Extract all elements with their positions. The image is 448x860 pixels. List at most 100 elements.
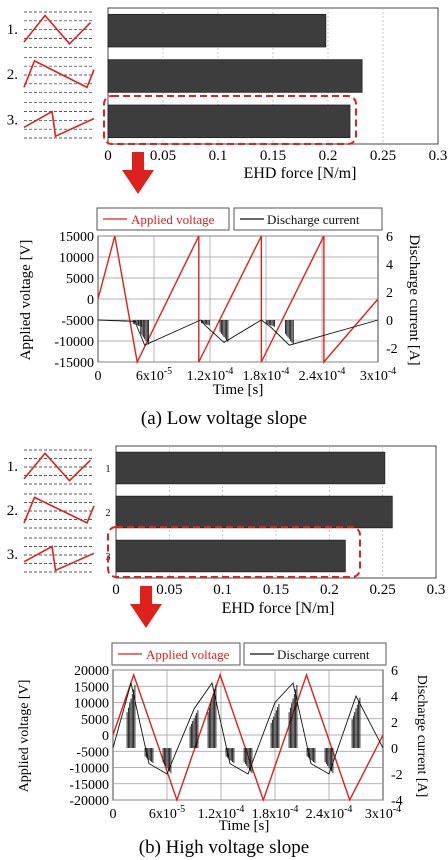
bars-a xyxy=(107,13,363,139)
time-xtick-exponent: -4 xyxy=(290,804,298,815)
bar-xtick-label: 0.25 xyxy=(370,148,396,164)
time-ticks-b: 20000150001000050000-5000-10000-15000-20… xyxy=(69,664,402,822)
time-ytick-left: -20000 xyxy=(69,794,109,809)
bar-xtick-label: 0.2 xyxy=(319,148,338,164)
time-ytick-right: 6 xyxy=(386,230,393,245)
time-ytick-right: 0 xyxy=(386,314,393,329)
bar-xlabel-b: EHD force [N/m] xyxy=(222,600,335,617)
bar-xlabel-a: EHD force [N/m] xyxy=(244,165,357,182)
time-ytick-left: 5000 xyxy=(81,713,109,728)
time-ytick-right: 2 xyxy=(391,716,398,731)
bars-b xyxy=(115,451,393,573)
legend-current-b: Discharge current xyxy=(277,647,370,662)
bar-1 xyxy=(115,451,386,485)
time-xtick-exponent: -4 xyxy=(344,804,352,815)
legend-voltage-b: Applied voltage xyxy=(146,647,230,662)
bar-xtick-label: 0 xyxy=(112,582,120,598)
legend-voltage-box-b xyxy=(111,642,241,666)
current-series xyxy=(112,681,384,775)
panel-b-bar-chart: 1.2.3. 123 0 0.05 0.1 0.15 0.2 0.25 0.3 EHD fo… xyxy=(7,445,445,617)
bar-side-label-2: 2 xyxy=(106,508,111,519)
time-xtick-label: 0 xyxy=(110,807,117,822)
time-grid-a xyxy=(98,235,378,363)
down-arrow-a xyxy=(122,152,154,194)
panel-a-bar-chart: 1. 2. 3. 0 0.05 0.1 0.15 0.2 0.25 0.3 EHD force … xyxy=(7,7,447,182)
bar-xtick-label: 0.2 xyxy=(320,582,339,598)
waveform-label-1: 1. xyxy=(7,22,18,38)
legend-current-a: Discharge current xyxy=(267,212,360,227)
time-xtick-label: 1.8x10-4 xyxy=(243,366,290,384)
time-ytick-left: -15000 xyxy=(54,356,94,371)
legend-current-box-b xyxy=(243,642,387,666)
bar-xtick-label: 0.25 xyxy=(370,582,396,598)
bar-side-label-1: 1 xyxy=(106,464,111,475)
time-ytick-left: 0 xyxy=(102,729,109,744)
time-ytick-right: 0 xyxy=(391,742,398,757)
bar-xtick-label: 0.3 xyxy=(427,582,446,598)
time-xtick-label: 3x10-4 xyxy=(365,804,401,822)
time-ytick-left: -5000 xyxy=(61,314,94,329)
waveform-label-2: 2. xyxy=(7,503,18,519)
caption-b: (b) High voltage slope xyxy=(139,837,309,858)
time-ylabel-left-b: Applied voltage [V] xyxy=(17,680,32,793)
time-xtick-label: 1.8x10-4 xyxy=(252,804,299,822)
highlight-box-a xyxy=(103,95,357,145)
time-series-b xyxy=(112,672,384,803)
time-xtick-label: 1.2x10-4 xyxy=(198,804,245,822)
time-xtick-exponent: -4 xyxy=(337,366,345,377)
waveform-label-3: 3. xyxy=(7,547,18,563)
time-xtick-label: 3x10-4 xyxy=(360,366,396,384)
bar-xtick-label: 0.15 xyxy=(263,582,289,598)
legend-voltage-box-a xyxy=(96,207,230,231)
time-ytick-left: -5000 xyxy=(76,745,109,760)
bar-xtick-label: 0.1 xyxy=(213,582,232,598)
bar-xtick-label: 0.3 xyxy=(429,148,448,164)
waveform-3 xyxy=(23,545,95,572)
time-ytick-left: -10000 xyxy=(54,335,94,350)
waveform-label-3: 3. xyxy=(7,113,18,129)
time-ylabel-left-a: Applied voltage [V] xyxy=(18,240,34,361)
time-ytick-right: 2 xyxy=(386,286,393,301)
bar-xtick-label: 0 xyxy=(104,148,112,164)
bar-xticks-b: 0 0.05 0.1 0.15 0.2 0.25 0.3 xyxy=(112,582,445,598)
time-ytick-right: 4 xyxy=(391,690,398,705)
bar-1 xyxy=(107,13,327,48)
bar-xtick-label: 0.05 xyxy=(150,148,176,164)
bar-2 xyxy=(115,495,393,529)
time-xtick-exponent: -4 xyxy=(388,366,396,377)
time-xtick-label: 2.4x10-4 xyxy=(306,804,353,822)
waveform-2 xyxy=(23,59,95,89)
time-ytick-left: -15000 xyxy=(69,778,109,793)
time-ticks-a: 15000 10000 5000 0 -5000 -10000 -15000 6 4 2 0 -2 0 6… xyxy=(54,230,397,384)
time-xtick-label: 6x10-5 xyxy=(149,804,185,822)
time-xtick-label: 2.4x10-4 xyxy=(299,366,346,384)
bar-xtick-label: 0.05 xyxy=(156,582,182,598)
current-series xyxy=(97,319,379,346)
waveform-1 xyxy=(23,14,92,45)
time-ytick-left: 10000 xyxy=(74,697,109,712)
highlight-box-b xyxy=(107,526,361,578)
time-xtick-label: 1.2x10-4 xyxy=(187,366,234,384)
voltage-series xyxy=(112,672,384,803)
waveform-1 xyxy=(23,452,92,482)
bar-3 xyxy=(107,104,351,139)
caption-a: (a) Low voltage slope xyxy=(141,408,307,429)
time-ytick-left: 5000 xyxy=(66,272,94,287)
legend-voltage-a: Applied voltage xyxy=(131,212,215,227)
waveform-icons-b: 1. 2. 3. xyxy=(7,449,95,573)
voltage-series xyxy=(97,235,379,365)
time-series-a xyxy=(97,235,379,365)
panel-a-time-chart: Applied voltage Discharge current 150001… xyxy=(18,207,422,398)
waveform-label-2: 2. xyxy=(7,67,18,83)
waveform-3 xyxy=(23,110,95,138)
time-ytick-left: 10000 xyxy=(59,251,94,266)
time-xtick-label: 6x10-5 xyxy=(136,366,172,384)
bar-3 xyxy=(115,539,346,573)
time-ylabel-right-b: Discharge current [A] xyxy=(414,675,429,798)
time-xtick-exponent: -4 xyxy=(393,804,401,815)
bar-xticks-a: 0 0.05 0.1 0.15 0.2 0.25 0.3 xyxy=(104,148,447,164)
time-xtick-exponent: -4 xyxy=(281,366,289,377)
time-xtick-exponent: -4 xyxy=(236,804,244,815)
waveform-2 xyxy=(23,496,95,524)
